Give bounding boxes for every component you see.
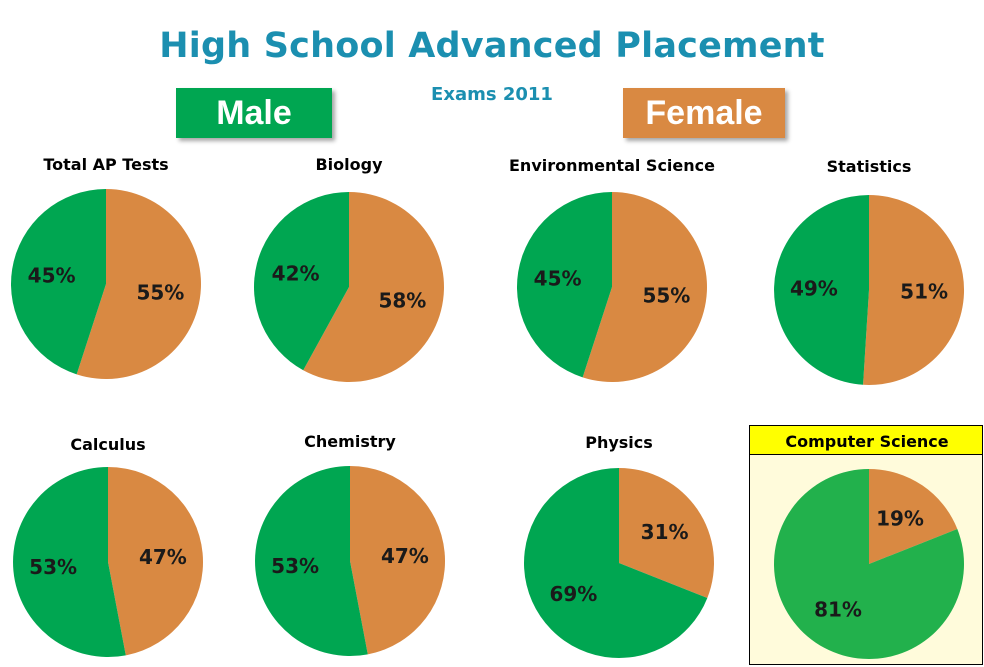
pie-statistics: 51% 49% Statistics — [774, 157, 965, 385]
pie-slice-statistics-male — [774, 195, 869, 385]
pie-slice-total-ap-tests-male — [10, 189, 106, 375]
pie-calculus: 47% 53% Calculus — [13, 435, 204, 657]
legend-male: Male — [176, 88, 332, 138]
pie-label-biology-female: 58% — [378, 289, 426, 313]
pie-slice-environmental-science-female — [582, 192, 707, 382]
legend-female: Female — [623, 88, 785, 138]
pie-label-computer-science-male: 81% — [814, 598, 862, 622]
pie-slice-calculus-male — [13, 467, 126, 657]
pie-slice-physics-male — [524, 468, 708, 659]
page-subtitle: Exams 2011 — [431, 84, 553, 105]
chart-title-statistics: Statistics — [827, 157, 912, 176]
pie-label-computer-science-female: 19% — [876, 506, 924, 530]
pie-label-chemistry-male: 53% — [271, 554, 319, 578]
pie-slice-statistics-female — [863, 194, 965, 385]
pie-physics: 31% 69% Physics — [524, 433, 715, 659]
pie-label-chemistry-female: 47% — [381, 544, 429, 568]
pie-computer-science: 19% 81% Computer Science — [774, 432, 965, 660]
pie-biology: 58% 42% Biology — [253, 155, 444, 383]
chart-title-calculus: Calculus — [70, 435, 145, 454]
pie-label-environmental-science-female: 55% — [642, 284, 690, 308]
pie-label-statistics-female: 51% — [900, 280, 948, 304]
pie-chemistry: 47% 53% Chemistry — [255, 432, 446, 656]
computer-science-header-band — [750, 426, 982, 455]
pie-label-environmental-science-male: 45% — [534, 266, 582, 290]
pie-label-statistics-male: 49% — [790, 276, 838, 300]
pie-slice-physics-female — [619, 468, 715, 598]
page-title: High School Advanced Placement — [159, 26, 825, 66]
pie-label-physics-female: 31% — [641, 520, 689, 544]
pie-slice-total-ap-tests-female — [76, 189, 201, 379]
pie-slice-environmental-science-male — [516, 192, 612, 378]
pie-slice-calculus-female — [108, 467, 204, 656]
pie-slice-computer-science-male — [774, 469, 965, 660]
chart-title-environmental-science: Environmental Science — [509, 156, 715, 175]
pie-total-ap-tests: 55% 45% Total AP Tests — [10, 155, 201, 379]
chart-title-total-ap-tests: Total AP Tests — [43, 155, 168, 174]
pie-label-calculus-male: 53% — [29, 555, 77, 579]
pie-label-total-ap-tests-male: 45% — [28, 263, 76, 287]
pie-slice-biology-male — [253, 192, 349, 371]
chart-title-biology: Biology — [315, 155, 383, 174]
pie-slice-computer-science-female — [869, 469, 958, 564]
pie-label-total-ap-tests-female: 55% — [136, 281, 184, 305]
pie-slice-chemistry-male — [255, 466, 368, 656]
chart-title-chemistry: Chemistry — [304, 432, 396, 451]
pie-label-physics-male: 69% — [549, 582, 597, 606]
chart-title-computer-science: Computer Science — [785, 432, 948, 451]
pie-label-calculus-female: 47% — [139, 545, 187, 569]
chart-title-physics: Physics — [585, 433, 653, 452]
pie-slice-chemistry-female — [350, 466, 446, 655]
pie-environmental-science: 55% 45% Environmental Science — [509, 156, 715, 382]
pie-label-biology-male: 42% — [272, 261, 320, 285]
pie-slice-biology-female — [303, 192, 444, 383]
